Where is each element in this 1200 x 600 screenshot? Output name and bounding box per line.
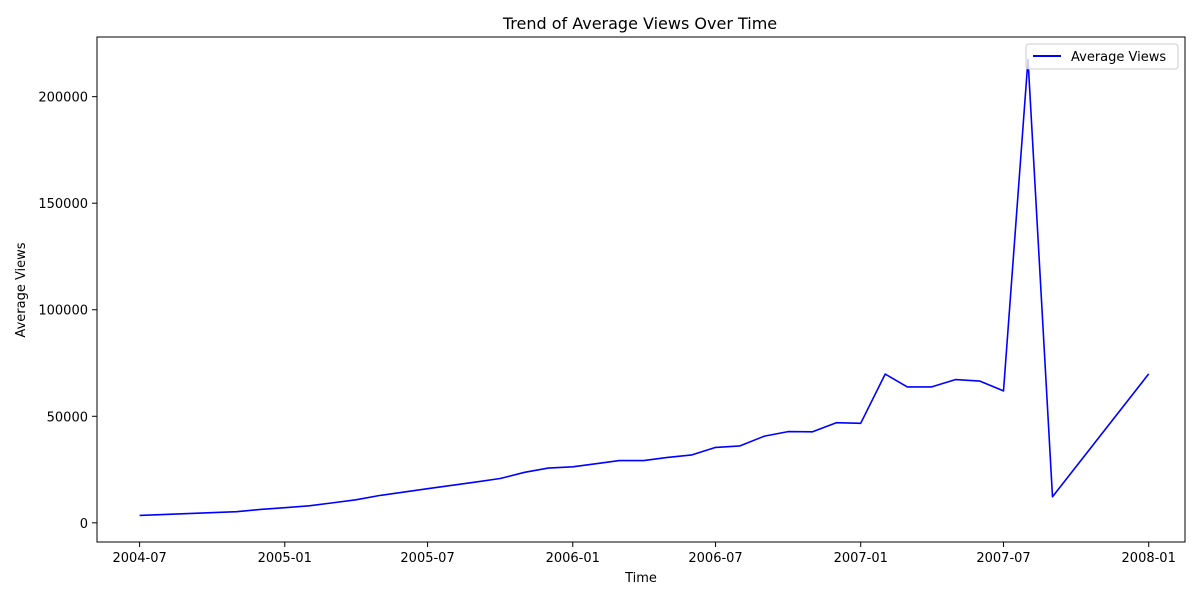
legend-box [1025, 43, 1179, 70]
y-axis: 0 50000 100000 150000 200000 [38, 91, 97, 532]
legend: Average Views [1025, 43, 1179, 70]
y-tick-label: 100000 [38, 304, 88, 319]
legend-label: Average Views [1071, 50, 1166, 65]
x-tick-label: 2007-07 [976, 551, 1030, 566]
x-tick-label: 2007-01 [834, 551, 888, 566]
y-tick-label: 0 [80, 517, 88, 532]
x-axis-title: Time [624, 571, 657, 586]
x-axis: 2004-07 2005-01 2005-07 2006-01 2006-07 2007-… [112, 542, 1176, 566]
series-line-0 [139, 58, 1150, 517]
x-tick-label: 2006-07 [688, 551, 742, 566]
x-tick-label: 2006-01 [546, 551, 600, 566]
y-tick-label: 150000 [38, 197, 88, 212]
plot-area [139, 58, 1150, 517]
y-tick-label: 200000 [38, 91, 88, 106]
x-tick-label: 2008-01 [1122, 551, 1176, 566]
x-tick-label: 2005-07 [400, 551, 454, 566]
plot-frame [96, 36, 1186, 543]
y-axis-title: Average Views [14, 242, 29, 337]
x-tick-label: 2004-07 [112, 551, 166, 566]
x-tick-label: 2005-01 [258, 551, 312, 566]
y-tick-label: 50000 [47, 410, 88, 425]
chart-title: Trend of Average Views Over Time [502, 14, 777, 33]
